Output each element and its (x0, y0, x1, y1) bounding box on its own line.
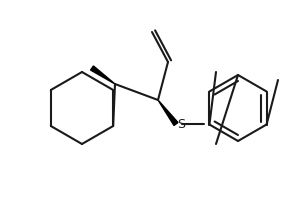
Polygon shape (91, 66, 115, 84)
Text: S: S (177, 119, 185, 131)
Polygon shape (158, 100, 178, 125)
